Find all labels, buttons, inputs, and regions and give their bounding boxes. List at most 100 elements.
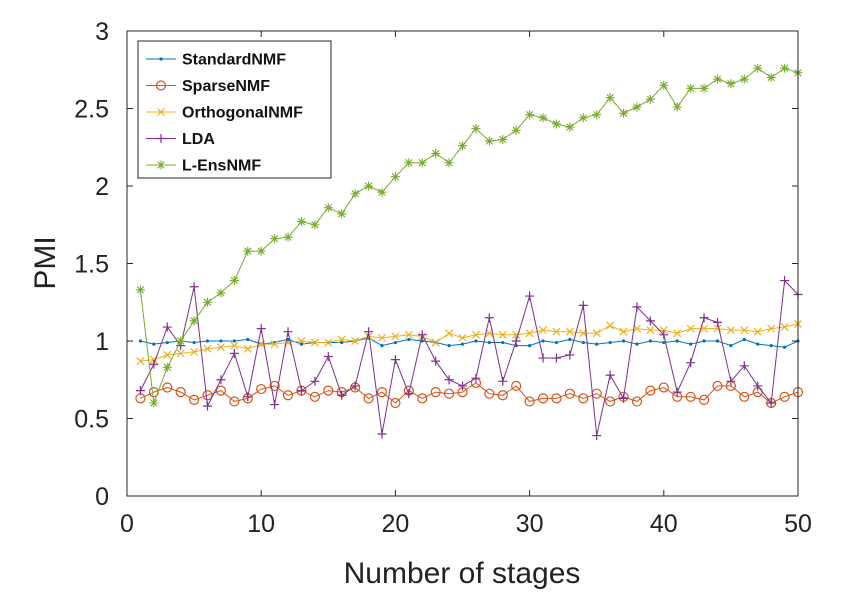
data-point-standardnmf xyxy=(501,340,505,345)
data-point-l-ensnmf xyxy=(364,181,374,191)
data-point-standardnmf xyxy=(689,342,693,346)
legend: StandardNMF SparseNMF OrthogonalNMF LDA L-En… xyxy=(137,40,332,179)
data-point-l-ensnmf xyxy=(471,124,481,134)
data-point-sparsenmf xyxy=(685,391,696,402)
data-point-l-ensnmf xyxy=(135,285,145,295)
data-point-l-ensnmf xyxy=(444,158,454,168)
data-point-orthogonalnmf xyxy=(592,329,601,338)
data-point-l-ensnmf xyxy=(323,203,333,213)
data-point-lda xyxy=(404,389,414,399)
data-point-lda xyxy=(672,387,682,397)
data-point-orthogonalnmf xyxy=(297,336,306,346)
data-point-lda xyxy=(498,376,508,386)
legend-item-standardnmf: StandardNMF xyxy=(146,52,286,69)
data-point-l-ensnmf xyxy=(538,113,548,123)
data-point-sparsenmf xyxy=(417,393,428,404)
data-point-sparsenmf xyxy=(779,391,790,402)
data-point-lda xyxy=(256,324,266,334)
data-point-l-ensnmf xyxy=(632,102,642,112)
data-point-l-ensnmf xyxy=(578,113,588,123)
data-point-l-ensnmf xyxy=(270,234,280,244)
data-point-standardnmf xyxy=(165,340,169,345)
data-point-l-ensnmf xyxy=(619,108,629,118)
data-point-sparsenmf xyxy=(376,387,388,398)
data-point-orthogonalnmf xyxy=(163,350,172,359)
data-point-lda xyxy=(203,401,213,411)
data-point-l-ensnmf xyxy=(404,158,414,168)
data-point-lda xyxy=(632,302,642,312)
data-point-orthogonalnmf xyxy=(753,327,762,336)
data-point-l-ensnmf xyxy=(162,362,172,372)
data-point-lda xyxy=(525,291,535,301)
data-point-standardnmf xyxy=(138,339,143,343)
data-point-lda xyxy=(323,352,333,361)
data-point-sparsenmf xyxy=(564,388,575,399)
data-point-l-ensnmf xyxy=(753,63,763,73)
data-point-l-ensnmf xyxy=(712,74,722,84)
data-point-lda xyxy=(471,373,481,383)
x-tick-label: 20 xyxy=(381,510,409,538)
data-point-l-ensnmf xyxy=(189,316,199,326)
data-point-l-ensnmf xyxy=(686,83,696,93)
data-point-lda xyxy=(565,350,575,360)
data-point-standardnmf xyxy=(460,342,465,346)
data-point-l-ensnmf xyxy=(659,80,669,90)
data-point-lda xyxy=(310,376,320,386)
data-point-lda xyxy=(243,392,253,402)
x-tick-label: 30 xyxy=(516,510,544,538)
data-point-lda xyxy=(780,276,790,286)
data-point-l-ensnmf xyxy=(390,172,400,182)
x-tick-label: 0 xyxy=(120,510,134,538)
legend-marker-lda xyxy=(156,134,166,143)
data-point-orthogonalnmf xyxy=(646,326,655,335)
data-point-standardnmf xyxy=(782,345,787,349)
series-standardnmf xyxy=(138,336,800,349)
data-point-l-ensnmf xyxy=(605,93,615,103)
data-point-orthogonalnmf xyxy=(377,333,387,342)
data-point-standardnmf xyxy=(232,339,236,343)
data-point-l-ensnmf xyxy=(283,232,293,242)
data-point-l-ensnmf xyxy=(229,276,239,286)
data-point-orthogonalnmf xyxy=(243,344,252,353)
x-axis-title: Number of stages xyxy=(344,557,581,590)
data-point-standardnmf xyxy=(581,340,585,345)
data-point-lda xyxy=(135,386,145,396)
data-point-orthogonalnmf xyxy=(767,324,776,333)
y-axis-title: PMI xyxy=(29,236,62,289)
data-point-l-ensnmf xyxy=(176,336,186,346)
data-point-sparsenmf xyxy=(739,391,750,402)
data-point-sparsenmf xyxy=(497,390,508,401)
data-point-lda xyxy=(619,393,629,403)
data-point-orthogonalnmf xyxy=(324,338,333,347)
data-point-l-ensnmf xyxy=(216,288,226,298)
data-point-lda xyxy=(551,353,561,363)
data-point-orthogonalnmf xyxy=(216,343,225,352)
data-point-sparsenmf xyxy=(363,393,374,404)
data-point-standardnmf xyxy=(608,340,612,345)
y-tick-label: 0.5 xyxy=(74,406,109,434)
data-point-standardnmf xyxy=(702,339,706,343)
data-point-orthogonalnmf xyxy=(310,338,319,347)
data-point-standardnmf xyxy=(380,344,384,348)
legend-marker-standardnmf xyxy=(159,57,163,61)
data-point-standardnmf xyxy=(621,339,626,343)
data-point-sparsenmf xyxy=(390,397,401,409)
data-point-standardnmf xyxy=(192,340,196,345)
data-point-sparsenmf xyxy=(229,396,240,407)
data-point-orthogonalnmf xyxy=(176,349,185,358)
series-line-standardnmf xyxy=(140,337,799,348)
data-point-orthogonalnmf xyxy=(404,330,413,339)
data-point-l-ensnmf xyxy=(310,220,320,230)
data-point-l-ensnmf xyxy=(739,74,749,84)
series-line-lda xyxy=(139,279,799,436)
data-point-orthogonalnmf xyxy=(673,329,682,338)
data-point-orthogonalnmf xyxy=(471,330,480,339)
legend-marker-sparsenmf xyxy=(155,80,167,91)
legend-item-l-ensnmf: L-EnsNMF xyxy=(146,158,261,175)
data-point-standardnmf xyxy=(246,337,250,342)
data-point-standardnmf xyxy=(756,342,760,346)
ticks-layer: 0 10 20 30 40 50 0 0.5 1 1.5 2 2.5 3 xyxy=(74,18,812,538)
data-point-lda xyxy=(270,400,280,410)
series-line-orthogonalnmf xyxy=(140,323,799,362)
